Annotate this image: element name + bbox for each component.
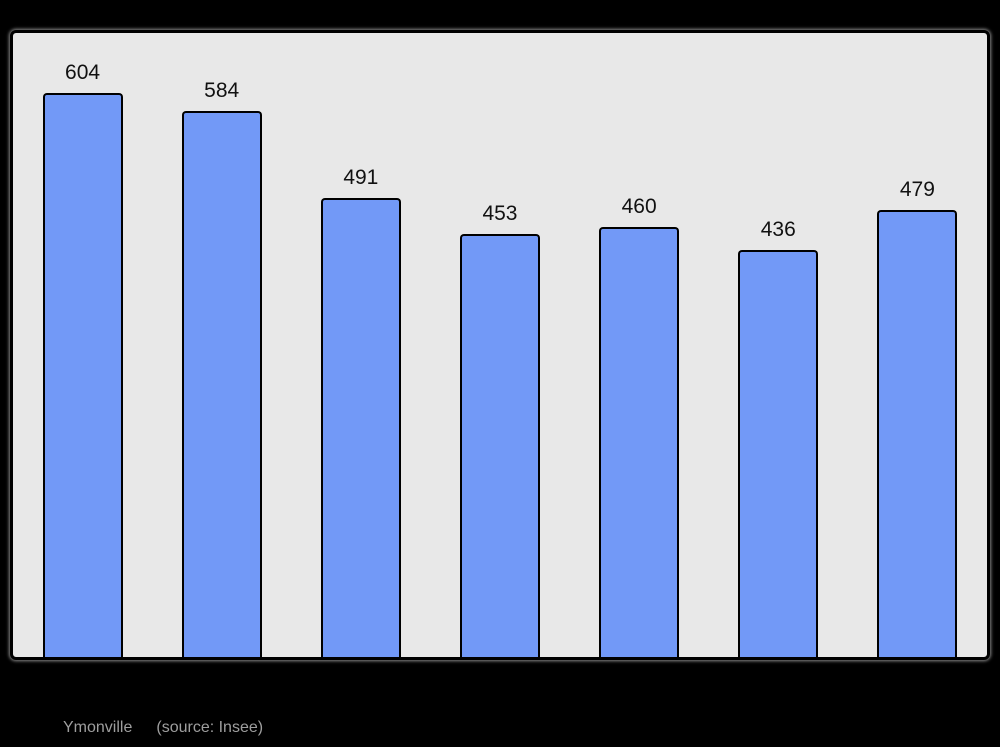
bar-slot: 453 (459, 33, 540, 657)
bar-value-label: 491 (343, 166, 379, 190)
bar-value-label: 436 (760, 217, 796, 241)
caption-source: (source: Insee) (156, 719, 264, 736)
chart-panel: 604 584 491 453 460 436 479 (10, 30, 990, 660)
bar (320, 198, 401, 657)
bar-value-label: 584 (204, 79, 240, 103)
bar (42, 92, 123, 657)
bars-container: 604 584 491 453 460 436 479 (13, 33, 987, 657)
bar-value-label: 604 (65, 60, 101, 84)
bar-slot: 584 (181, 33, 262, 657)
bar-value-label: 479 (899, 177, 935, 201)
bar-value-label: 453 (482, 201, 518, 225)
bar (877, 209, 958, 657)
bar-slot: 460 (599, 33, 680, 657)
bar-slot: 491 (320, 33, 401, 657)
bar (459, 233, 540, 657)
bar-value-label: 460 (621, 195, 657, 219)
bar (181, 111, 262, 657)
bar-slot: 479 (877, 33, 958, 657)
bar-slot: 436 (738, 33, 819, 657)
bar-slot: 604 (42, 33, 123, 657)
caption-location: Ymonville (63, 719, 133, 736)
chart-caption: Ymonville (source: Insee) (63, 719, 263, 737)
bar (599, 227, 680, 657)
bar (738, 249, 819, 657)
